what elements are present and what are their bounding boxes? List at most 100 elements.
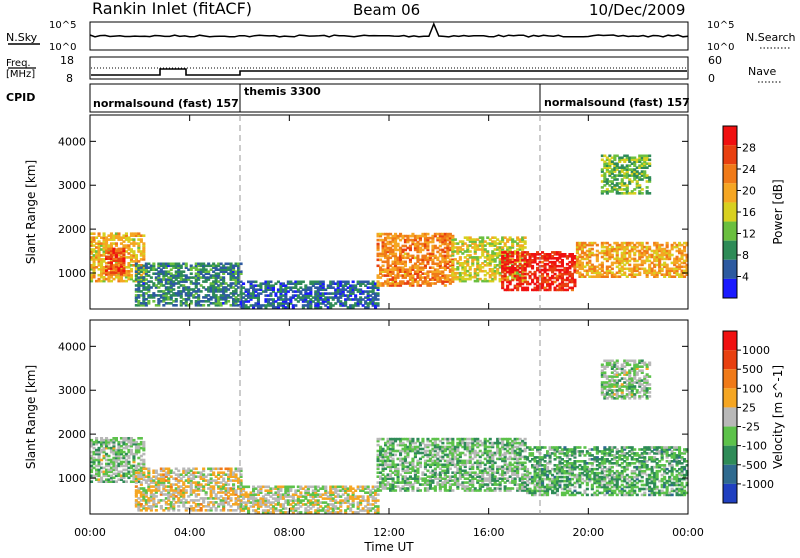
data-cell <box>175 298 178 301</box>
data-cell <box>648 176 651 179</box>
data-cell <box>142 242 145 245</box>
data-cell <box>177 470 180 473</box>
data-cell <box>459 256 462 259</box>
data-cell <box>197 493 200 496</box>
data-cell <box>524 246 527 249</box>
data-cell <box>377 302 380 305</box>
noise-right-label: N.Search <box>746 31 796 44</box>
data-cell <box>135 254 138 257</box>
data-cell <box>230 468 233 471</box>
data-cell <box>190 300 193 303</box>
data-cell <box>524 240 527 243</box>
cpid-mode-1: normalsound (fast) 157 <box>93 97 239 110</box>
data-cell <box>633 192 636 195</box>
data-cell <box>367 486 370 489</box>
data-cell <box>147 300 150 303</box>
data-cell <box>284 507 287 510</box>
data-cell <box>142 234 145 237</box>
data-cell <box>147 468 150 471</box>
data-cell <box>377 292 380 295</box>
data-cell <box>511 251 514 254</box>
data-cell <box>573 279 576 282</box>
cpid-mode-3: normalsound (fast) 157 <box>544 96 690 109</box>
data-cell <box>397 243 400 246</box>
data-cell <box>591 248 594 251</box>
data-cell <box>202 468 205 471</box>
data-cell <box>242 282 245 285</box>
data-cell <box>140 238 143 241</box>
date-title: 10/Dec/2009 <box>589 1 685 19</box>
data-cell <box>152 300 155 303</box>
data-cell <box>125 232 128 235</box>
data-cell <box>581 262 584 265</box>
data-cell <box>616 178 619 181</box>
data-cell <box>127 461 130 464</box>
freq-panel: Freq. [MHz] 18 8 60 0 Nave <box>6 54 782 85</box>
data-cell <box>339 509 342 512</box>
colorbar-swatch <box>723 241 737 260</box>
freq-right-tick-bottom: 0 <box>708 72 715 85</box>
data-cell <box>185 489 188 492</box>
data-cell <box>299 511 302 514</box>
data-cell <box>354 294 357 297</box>
data-cell <box>394 253 397 256</box>
data-cell <box>235 473 238 476</box>
data-cell <box>352 281 355 284</box>
data-cell <box>212 471 215 474</box>
colorbar-swatch <box>723 202 737 221</box>
data-cell <box>122 267 125 270</box>
data-cell <box>628 264 631 267</box>
data-cell <box>160 505 163 508</box>
data-cell <box>155 470 158 473</box>
data-cell <box>200 290 203 293</box>
data-cell <box>107 455 110 458</box>
colorbar-swatch <box>723 145 737 164</box>
data-cell <box>117 232 120 235</box>
data-cell <box>227 300 230 303</box>
data-cell <box>588 260 591 263</box>
power-ylabel: Slant Range [km] <box>24 160 38 264</box>
data-cell <box>130 449 133 452</box>
freq-left-tick-bottom: 8 <box>66 72 73 85</box>
data-cell <box>322 281 325 284</box>
freq-right-tick-top: 60 <box>708 54 722 67</box>
data-cell <box>377 505 380 508</box>
colorbar-swatch <box>723 183 737 202</box>
data-cell <box>611 268 614 271</box>
data-cell <box>469 250 472 253</box>
data-cell <box>292 486 295 489</box>
data-cell <box>347 281 350 284</box>
colorbar-tick-label: 16 <box>742 206 756 219</box>
data-cell <box>377 499 380 502</box>
data-cell <box>100 463 103 466</box>
colorbar-tick-label: 28 <box>742 142 756 155</box>
data-cell <box>247 486 250 489</box>
data-cell <box>638 272 641 275</box>
velocity-cells <box>90 360 689 514</box>
frequency-step-line <box>91 69 687 75</box>
station-title: Rankin Inlet (fitACF) <box>92 0 252 18</box>
data-cell <box>103 232 106 235</box>
noise-right-tick-top: 10^5 <box>707 20 734 31</box>
data-cell <box>152 263 155 266</box>
noise-sky-line <box>90 24 688 37</box>
data-cell <box>469 272 472 275</box>
data-cell <box>140 437 143 440</box>
colorbar-tick-label: 12 <box>742 228 756 241</box>
colorbar-tick-label: 8 <box>742 249 749 262</box>
data-cell <box>125 480 128 483</box>
data-cell <box>130 268 133 271</box>
data-cell <box>202 304 205 307</box>
data-cell <box>524 236 527 239</box>
data-cell <box>641 188 644 191</box>
data-cell <box>175 304 178 307</box>
data-cell <box>319 306 322 309</box>
y-tick-label: 1000 <box>58 267 86 280</box>
colorbar-swatch <box>723 260 737 279</box>
nave-label: Nave <box>748 65 776 78</box>
data-cell <box>135 468 138 471</box>
y-tick-label: 4000 <box>58 135 86 148</box>
data-cell <box>611 254 614 257</box>
data-cell <box>222 477 225 480</box>
